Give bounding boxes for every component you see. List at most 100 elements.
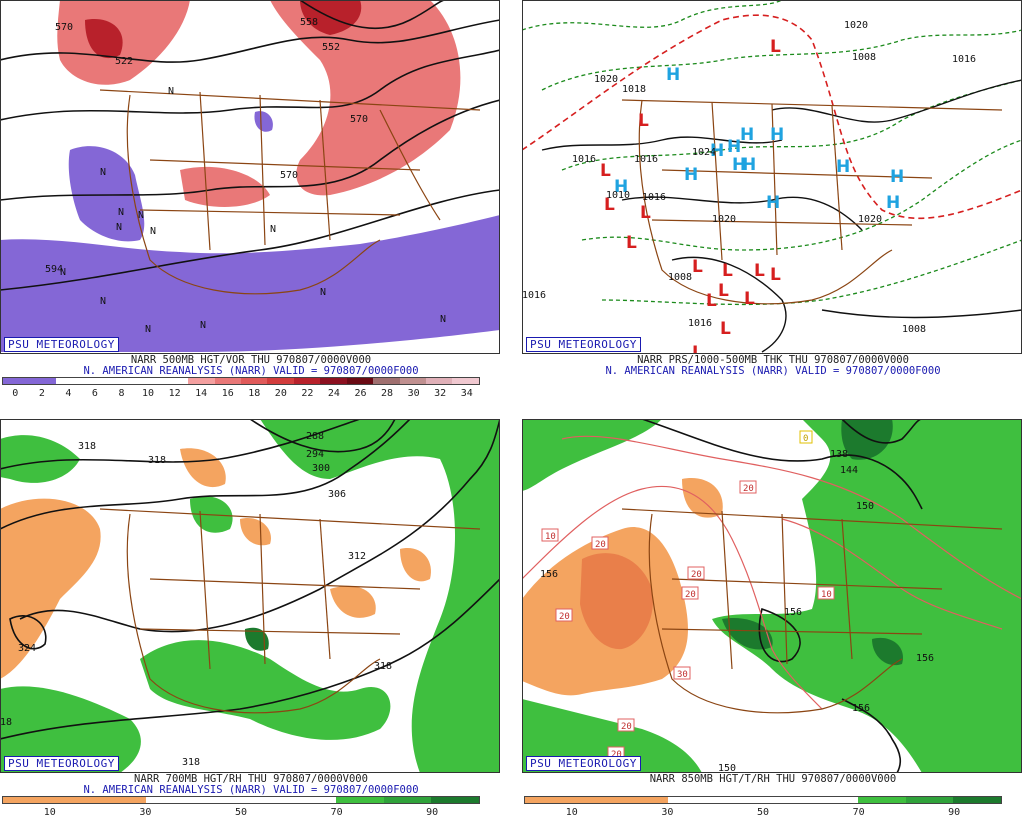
svg-text:H: H — [727, 137, 741, 157]
colorbar-tick-label: 70 — [330, 807, 343, 818]
svg-text:L: L — [770, 37, 781, 57]
colorbar-segment — [905, 797, 930, 803]
svg-text:L: L — [720, 319, 731, 339]
svg-text:H: H — [742, 155, 756, 175]
svg-text:H: H — [710, 141, 724, 161]
colorbar-tick-label: 18 — [248, 388, 261, 399]
thickness-cool-contours — [522, 0, 1022, 306]
svg-text:N: N — [100, 296, 106, 307]
isobar-label: 1016 — [522, 290, 546, 301]
colorbar-segment — [525, 797, 549, 803]
svg-text:30: 30 — [677, 670, 688, 680]
colorbar — [524, 796, 1002, 804]
colorbar-tick-label: 10 — [142, 388, 155, 399]
colorbar-segment — [26, 797, 51, 803]
svg-text:N: N — [200, 320, 206, 331]
svg-text:L: L — [754, 261, 765, 281]
svg-text:N: N — [440, 314, 446, 325]
rh-moist-area — [0, 686, 141, 773]
svg-text:L: L — [706, 291, 717, 311]
colorbar-segment — [858, 797, 882, 803]
vorticity-negative-area — [68, 146, 145, 242]
contour-label: 156 — [916, 653, 934, 664]
svg-text:L: L — [718, 281, 729, 301]
rh-dry-area — [330, 585, 376, 618]
isobar-label: 1008 — [902, 324, 926, 335]
colorbar-segment — [667, 797, 692, 803]
colorbar-tick-label: 90 — [948, 807, 961, 818]
colorbar-segment — [359, 797, 384, 803]
political-borders — [99, 89, 481, 295]
colorbar-tick-label: 2 — [38, 388, 45, 399]
thickness-warm-contours — [522, 14, 1022, 220]
svg-text:10: 10 — [545, 532, 556, 542]
colorbar-segment — [267, 378, 294, 384]
colorbar-segment — [293, 378, 321, 384]
contour-label: 318 — [374, 661, 392, 672]
svg-text:L: L — [744, 289, 755, 309]
temperature-labels: 10 20 20 20 10 20 20 30 20 20 0 — [541, 430, 835, 760]
colorbar-segment — [29, 378, 56, 384]
colorbar-segment — [312, 797, 337, 803]
colorbar-segment — [169, 797, 194, 803]
svg-text:20: 20 — [595, 540, 606, 550]
contour-label: 594 — [45, 264, 63, 275]
colorbar-tick-label: 4 — [65, 388, 72, 399]
svg-text:N: N — [145, 324, 151, 335]
rh-dry-area — [0, 498, 101, 679]
svg-text:20: 20 — [559, 612, 570, 622]
colorbar-segment — [953, 797, 978, 803]
colorbar — [2, 377, 480, 385]
contour-label: 522 — [115, 56, 133, 67]
svg-text:L: L — [604, 195, 615, 215]
svg-text:20: 20 — [611, 750, 622, 760]
rh-moist-area — [0, 435, 80, 483]
rh-moist-area — [140, 640, 391, 740]
colorbar-tick-label: 70 — [852, 807, 865, 818]
rh-dry-area — [180, 448, 226, 488]
colorbar-segment — [82, 378, 109, 384]
isobar-label: 1008 — [852, 52, 876, 63]
colorbar-tick-label: 30 — [139, 807, 152, 818]
colorbar-segment — [383, 797, 408, 803]
svg-text:H: H — [890, 167, 904, 187]
colorbar-segment — [455, 797, 479, 803]
svg-text:L: L — [626, 233, 637, 253]
isobar-label: 1016 — [642, 192, 666, 203]
rh-dry-area — [400, 548, 431, 582]
isobar-label: 1020 — [712, 214, 736, 225]
svg-text:H: H — [766, 193, 780, 213]
psu-meteorology-badge: PSU METEOROLOGY — [526, 337, 641, 352]
height-contours — [0, 0, 500, 291]
svg-text:H: H — [614, 177, 628, 197]
contour-label: 150 — [856, 501, 874, 512]
colorbar-segment — [620, 797, 644, 803]
isobar-label: 1016 — [688, 318, 712, 329]
colorbar-tick-label: 30 — [407, 388, 420, 399]
political-borders — [621, 99, 1003, 305]
colorbar-segment — [786, 797, 811, 803]
contour-label: 294 — [306, 449, 324, 460]
panel-title: NARR 850MB HGT/T/RH THU 970807/0000V000 — [649, 773, 897, 785]
svg-text:10: 10 — [821, 590, 832, 600]
colorbar-segment — [810, 797, 835, 803]
svg-text:20: 20 — [743, 484, 754, 494]
vorticity-positive-area — [180, 166, 270, 207]
svg-text:N: N — [118, 207, 124, 218]
colorbar-tick-label: 28 — [381, 388, 394, 399]
colorbar-tick-label: 10 — [43, 807, 56, 818]
panel-subtitle: N. AMERICAN REANALYSIS (NARR) VALID = 97… — [83, 784, 419, 796]
isobar-label: 1020 — [844, 20, 868, 31]
rh-dry-area — [682, 478, 723, 518]
political-borders — [621, 508, 1003, 714]
colorbar-segment — [399, 378, 426, 384]
svg-text:N: N — [138, 210, 144, 221]
colorbar-tick-label: 30 — [661, 807, 674, 818]
colorbar-segment — [55, 378, 83, 384]
